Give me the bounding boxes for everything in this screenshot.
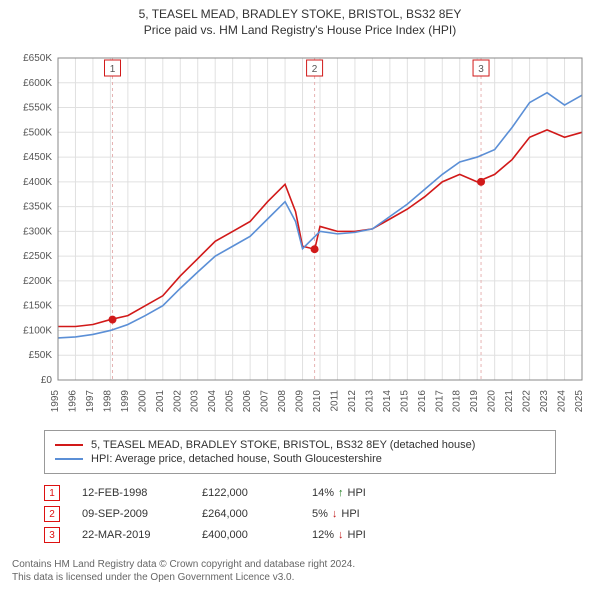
svg-text:1: 1	[110, 64, 116, 75]
marker-row: 1 12-FEB-1998£122,00014%↑HPI	[44, 485, 556, 501]
sale-marker-table: 1 12-FEB-1998£122,00014%↑HPI 2 09-SEP-2009£…	[44, 480, 556, 548]
legend-label: 5, TEASEL MEAD, BRADLEY STOKE, BRISTOL, …	[91, 439, 475, 451]
legend-label: HPI: Average price, detached house, Sout…	[91, 453, 382, 465]
svg-text:2003: 2003	[190, 390, 201, 413]
svg-text:2024: 2024	[557, 390, 568, 413]
svg-text:2010: 2010	[312, 390, 323, 413]
marker-delta: 5%↓HPI	[312, 508, 360, 520]
chart-title: 5, TEASEL MEAD, BRADLEY STOKE, BRISTOL, …	[0, 0, 600, 38]
marker-badge: 1	[44, 485, 60, 501]
legend: 5, TEASEL MEAD, BRADLEY STOKE, BRISTOL, …	[44, 430, 556, 474]
svg-text:2016: 2016	[417, 390, 428, 413]
svg-text:2008: 2008	[277, 390, 288, 413]
svg-text:3: 3	[478, 64, 484, 75]
svg-text:2005: 2005	[225, 390, 236, 413]
svg-text:£200K: £200K	[23, 276, 52, 287]
svg-text:£550K: £550K	[23, 103, 52, 114]
footnote-line-1: Contains HM Land Registry data © Crown c…	[12, 558, 355, 571]
svg-text:1996: 1996	[67, 390, 78, 413]
svg-text:2009: 2009	[295, 390, 306, 413]
svg-text:2: 2	[312, 64, 318, 75]
svg-text:£300K: £300K	[23, 226, 52, 237]
svg-text:£250K: £250K	[23, 251, 52, 262]
marker-price: £400,000	[202, 529, 312, 541]
svg-text:2021: 2021	[504, 390, 515, 413]
svg-text:£50K: £50K	[29, 350, 53, 361]
svg-text:£450K: £450K	[23, 152, 52, 163]
svg-text:2022: 2022	[522, 390, 533, 413]
svg-text:£500K: £500K	[23, 127, 52, 138]
svg-text:2007: 2007	[260, 390, 271, 413]
svg-text:2001: 2001	[155, 390, 166, 413]
marker-date: 22-MAR-2019	[82, 529, 202, 541]
svg-text:£600K: £600K	[23, 78, 52, 89]
svg-text:2015: 2015	[399, 390, 410, 413]
svg-text:£0: £0	[41, 375, 53, 386]
marker-price: £122,000	[202, 487, 312, 499]
marker-date: 12-FEB-1998	[82, 487, 202, 499]
legend-swatch	[55, 458, 83, 460]
sale-point	[311, 245, 319, 253]
svg-text:1999: 1999	[120, 390, 131, 413]
svg-text:2013: 2013	[364, 390, 375, 413]
svg-text:£650K: £650K	[23, 53, 52, 64]
svg-text:2019: 2019	[469, 390, 480, 413]
svg-text:1995: 1995	[50, 390, 61, 413]
svg-text:2000: 2000	[137, 390, 148, 413]
marker-price: £264,000	[202, 508, 312, 520]
arrow-up-icon: ↑	[338, 487, 344, 499]
title-line-1: 5, TEASEL MEAD, BRADLEY STOKE, BRISTOL, …	[0, 6, 600, 22]
svg-text:2025: 2025	[574, 390, 585, 413]
legend-swatch	[55, 444, 83, 446]
sale-point	[477, 178, 485, 186]
arrow-down-icon: ↓	[338, 529, 344, 541]
chart-area: £0 £50K £100K £150K £200K £250K £300K £350K £400…	[10, 50, 590, 420]
arrow-down-icon: ↓	[332, 508, 338, 520]
svg-text:£100K: £100K	[23, 325, 52, 336]
svg-text:2023: 2023	[539, 390, 550, 413]
svg-text:£150K: £150K	[23, 301, 52, 312]
legend-item: HPI: Average price, detached house, Sout…	[55, 453, 545, 465]
svg-text:£350K: £350K	[23, 202, 52, 213]
marker-delta: 14%↑HPI	[312, 487, 366, 499]
title-line-2: Price paid vs. HM Land Registry's House …	[0, 22, 600, 38]
svg-text:2004: 2004	[207, 390, 218, 413]
marker-date: 09-SEP-2009	[82, 508, 202, 520]
svg-text:2002: 2002	[172, 390, 183, 413]
legend-item: 5, TEASEL MEAD, BRADLEY STOKE, BRISTOL, …	[55, 439, 545, 451]
marker-badge: 2	[44, 506, 60, 522]
svg-text:2020: 2020	[487, 390, 498, 413]
footnote-line-2: This data is licensed under the Open Gov…	[12, 571, 355, 584]
svg-text:2006: 2006	[242, 390, 253, 413]
marker-delta: 12%↓HPI	[312, 529, 366, 541]
marker-row: 2 09-SEP-2009£264,0005%↓HPI	[44, 506, 556, 522]
sale-point	[108, 316, 116, 324]
svg-text:1997: 1997	[85, 390, 96, 413]
svg-text:2017: 2017	[434, 390, 445, 413]
footnote: Contains HM Land Registry data © Crown c…	[12, 558, 355, 584]
svg-text:2014: 2014	[382, 390, 393, 413]
svg-text:£400K: £400K	[23, 177, 52, 188]
svg-text:2018: 2018	[452, 390, 463, 413]
marker-row: 3 22-MAR-2019£400,00012%↓HPI	[44, 527, 556, 543]
svg-text:2011: 2011	[329, 390, 340, 412]
svg-text:1998: 1998	[102, 390, 113, 413]
line-chart: £0 £50K £100K £150K £200K £250K £300K £350K £400…	[10, 50, 590, 420]
svg-text:2012: 2012	[347, 390, 358, 413]
marker-badge: 3	[44, 527, 60, 543]
